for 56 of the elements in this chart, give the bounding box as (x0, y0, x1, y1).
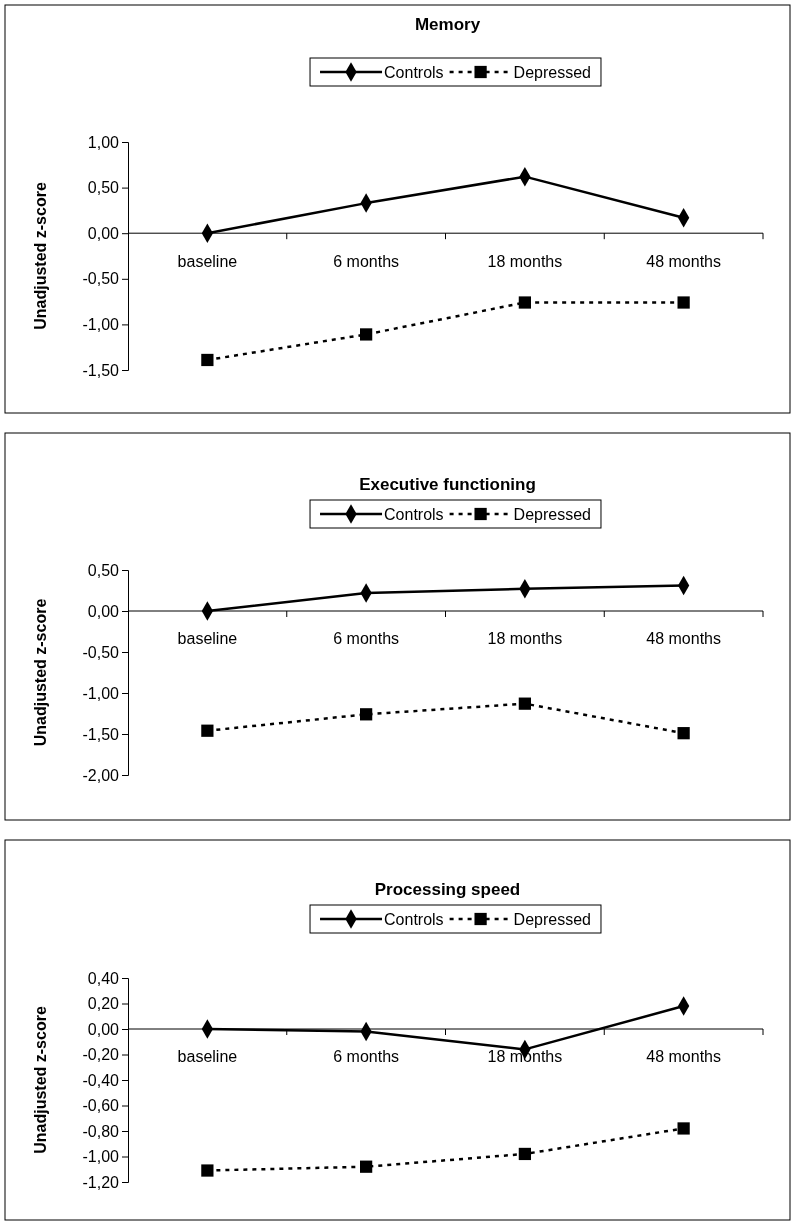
x-tick-label: 48 months (646, 252, 721, 270)
x-tick-label: baseline (177, 252, 238, 270)
y-tick-label: 0,20 (87, 995, 120, 1013)
point (677, 296, 690, 309)
y-tick-label: -1,00 (82, 684, 120, 702)
y-tick-label: -1,00 (82, 316, 120, 334)
y-tick-label: -1,50 (82, 725, 120, 743)
y-tick-label: -1,00 (82, 1148, 120, 1166)
point (518, 296, 531, 309)
point (201, 724, 214, 737)
point (518, 1147, 531, 1161)
point (360, 328, 373, 341)
point (360, 1160, 373, 1173)
y-tick-label: -2,00 (82, 766, 120, 784)
y-tick-label: -0,50 (82, 270, 120, 288)
y-tick-label: 0,00 (87, 602, 120, 620)
chart-title: Executive functioning (359, 475, 536, 494)
y-tick-label: 0,00 (87, 1020, 120, 1038)
chart-title: Memory (414, 15, 481, 34)
x-tick-label: 48 months (646, 630, 721, 648)
y-axis-title: Unadjusted z-score (32, 1006, 49, 1154)
y-tick-label: -0,50 (82, 643, 120, 661)
y-tick-label: -1,50 (82, 361, 120, 379)
x-tick-label: 48 months (646, 1048, 721, 1066)
legend-label: Depressed (513, 506, 591, 523)
y-tick-label: 0,50 (87, 561, 120, 579)
point (201, 353, 214, 367)
y-tick-label: 0,40 (87, 969, 120, 987)
legend-label: Depressed (513, 64, 591, 81)
x-tick-label: 18 months (487, 630, 563, 648)
y-tick-label: -0,80 (82, 1122, 120, 1140)
legend-label: Controls (384, 64, 444, 81)
point (677, 1122, 690, 1135)
x-tick-label: 6 months (333, 1048, 400, 1066)
x-tick-label: baseline (177, 1048, 238, 1066)
y-tick-label: 0,00 (87, 224, 120, 242)
x-tick-label: 18 months (487, 252, 563, 270)
y-axis-title: Unadjusted z-score (32, 182, 49, 330)
y-tick-label: -1,20 (82, 1173, 120, 1191)
point (518, 697, 531, 710)
y-tick-label: 1,00 (87, 133, 120, 151)
x-tick-label: 6 months (333, 630, 400, 648)
y-tick-label: -0,60 (82, 1097, 120, 1115)
point (201, 1164, 214, 1177)
x-tick-label: 6 months (333, 252, 400, 270)
y-tick-label: -0,20 (82, 1046, 120, 1064)
point (360, 708, 373, 721)
y-axis-title: Unadjusted z-score (32, 598, 49, 747)
x-tick-label: baseline (177, 630, 238, 648)
y-tick-label: 0,50 (87, 179, 120, 197)
point (677, 727, 690, 740)
chart-title: Processing speed (374, 880, 521, 899)
y-tick-label: -0,40 (82, 1071, 120, 1089)
legend-label: Depressed (513, 911, 591, 928)
legend-label: Controls (384, 911, 444, 928)
legend-label: Controls (384, 506, 444, 523)
